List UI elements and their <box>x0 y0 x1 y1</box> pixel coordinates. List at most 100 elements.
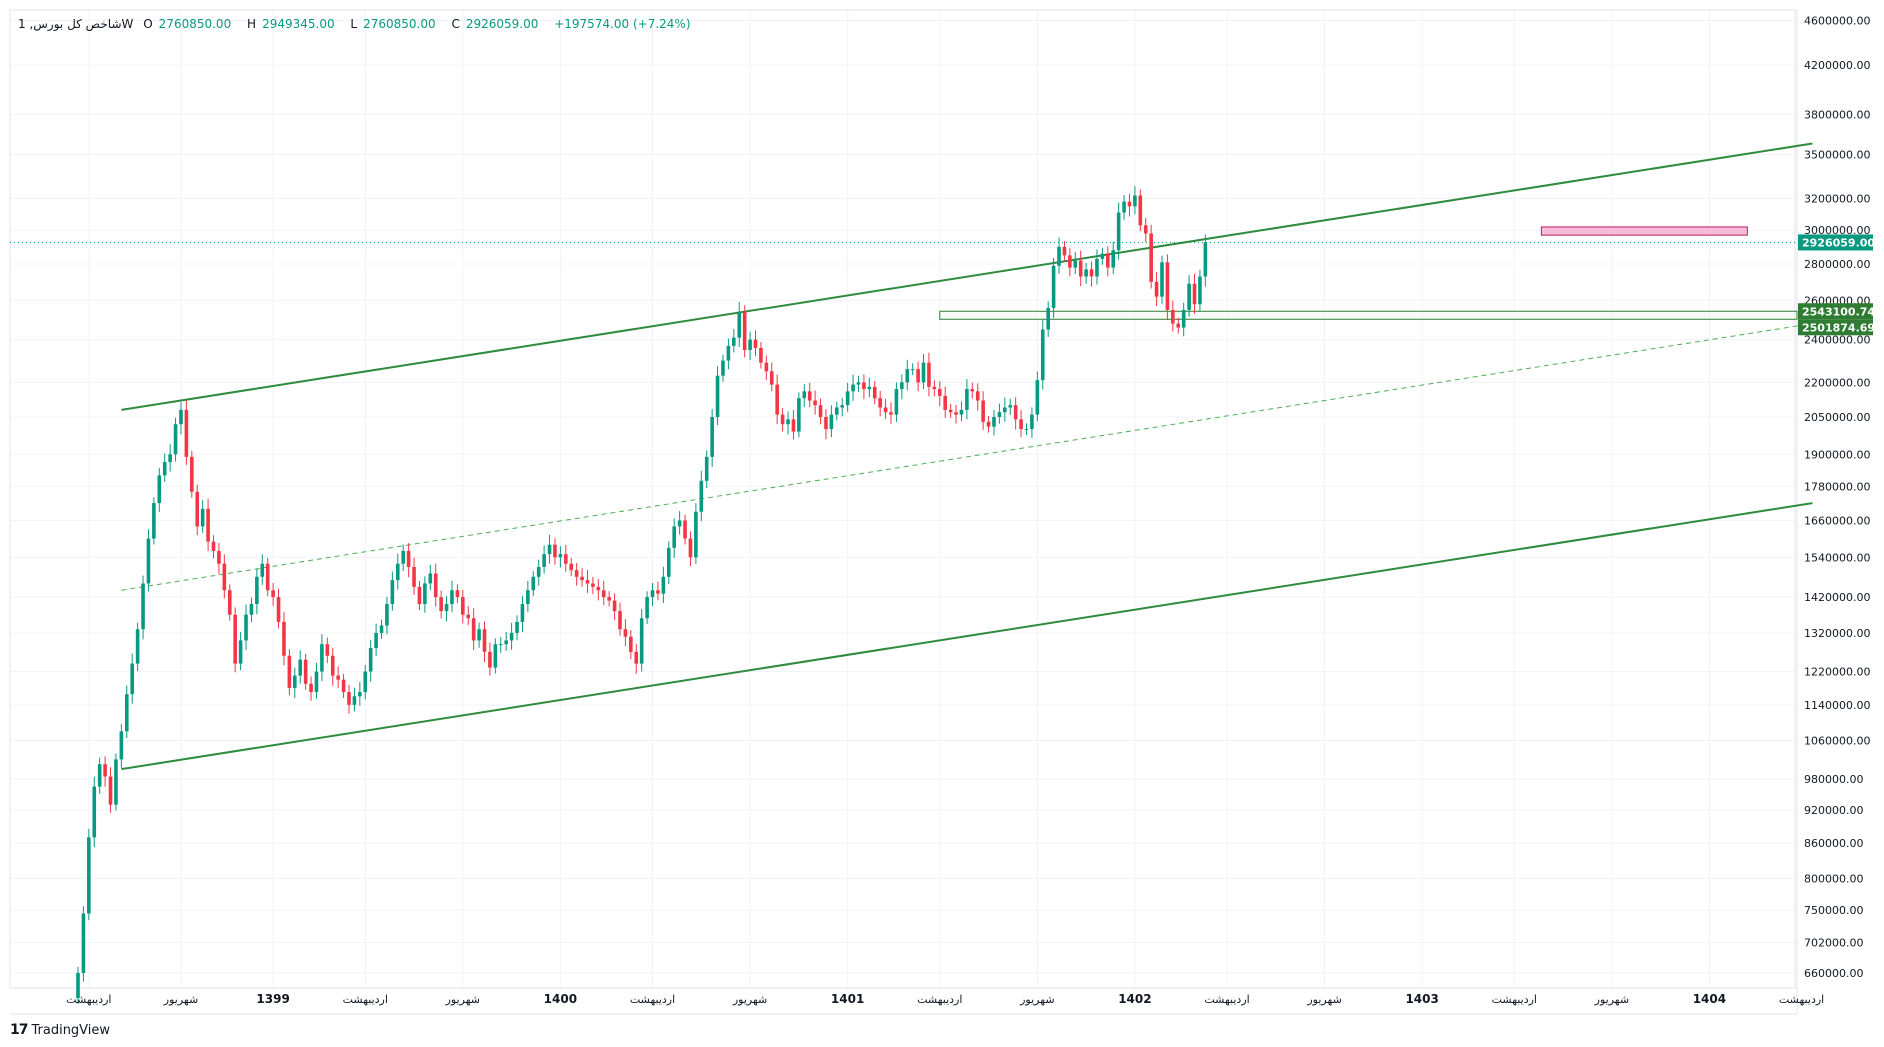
candle-body <box>1198 276 1202 305</box>
candle <box>157 468 162 512</box>
candle <box>878 390 882 417</box>
time-tick-label: شهریور <box>1019 993 1054 1006</box>
candle-body <box>959 409 964 415</box>
candle <box>395 553 400 590</box>
candle <box>493 638 498 674</box>
candle <box>835 401 839 421</box>
candle-body <box>564 554 568 564</box>
candle <box>108 767 113 813</box>
time-tick-label: اردیبهشت <box>630 993 675 1006</box>
candle <box>233 607 237 673</box>
candle-body <box>417 586 422 605</box>
candle-body <box>715 375 720 417</box>
candle-body <box>293 675 297 688</box>
candle-body <box>574 570 579 577</box>
candle-body <box>851 384 855 392</box>
candle <box>650 582 655 606</box>
candle <box>330 647 335 686</box>
tradingview-brand[interactable]: 17 TradingView <box>10 1022 110 1038</box>
candle-body <box>1078 260 1083 277</box>
current-price-label-bg <box>1798 234 1873 251</box>
candle <box>124 685 129 738</box>
candle-body <box>780 414 785 425</box>
candle <box>959 401 964 422</box>
candle <box>840 397 845 417</box>
candle <box>1106 246 1110 277</box>
candle <box>547 534 552 564</box>
candle <box>937 381 942 407</box>
candle-body <box>1100 253 1105 259</box>
candle <box>618 602 622 636</box>
candle-body <box>910 369 915 371</box>
candle-body <box>1073 260 1078 268</box>
time-tick-label: 1404 <box>1693 992 1726 1006</box>
candle <box>520 596 525 633</box>
candle-body <box>1024 429 1029 431</box>
time-tick-label: 1403 <box>1405 992 1438 1006</box>
candle-body <box>222 563 227 591</box>
candle <box>385 596 389 635</box>
candle <box>211 535 216 559</box>
candle-body <box>1089 269 1094 277</box>
candle-body <box>1203 242 1208 277</box>
candle <box>981 391 985 430</box>
candle <box>1127 193 1132 217</box>
candle-body <box>986 421 991 427</box>
candle-body <box>200 508 205 527</box>
candle-body <box>81 913 86 973</box>
candle <box>488 642 492 676</box>
candle <box>564 544 568 572</box>
candle-body <box>504 640 508 645</box>
candle-body <box>813 400 817 406</box>
candle <box>260 554 265 585</box>
candle <box>374 623 378 657</box>
candle <box>601 580 606 606</box>
candle <box>255 568 259 615</box>
candle <box>699 470 704 522</box>
candle-body <box>1106 253 1110 268</box>
candle <box>1181 302 1186 337</box>
candle-body <box>997 412 1002 417</box>
candle-body <box>721 360 725 376</box>
candle-body <box>623 629 628 637</box>
candle <box>179 401 183 435</box>
price-tick-label: 2050000.00 <box>1804 411 1870 424</box>
time-tick-label: شهریور <box>445 993 480 1006</box>
candle <box>455 584 460 604</box>
price-tick-label: 980000.00 <box>1804 773 1864 786</box>
candle-body <box>732 337 736 346</box>
plot-frame <box>9 9 1796 989</box>
candle-body <box>1030 414 1034 430</box>
candle <box>293 667 297 699</box>
candle-body <box>249 604 254 615</box>
candle-body <box>314 671 319 693</box>
candle-body <box>965 389 969 410</box>
candle-body <box>276 597 281 622</box>
candle <box>504 631 508 651</box>
candle <box>298 650 303 684</box>
candle-body <box>531 576 536 591</box>
candle-body <box>650 590 655 598</box>
candle-body <box>807 391 812 401</box>
candle-body <box>368 648 373 672</box>
candle-body <box>970 389 975 392</box>
price-tick-label: 2400000.00 <box>1804 334 1870 347</box>
candle-body <box>710 416 714 457</box>
candle-body <box>645 597 649 619</box>
candle <box>1143 218 1148 243</box>
candle-body <box>677 520 682 527</box>
candle-body <box>309 683 313 693</box>
candle-body <box>450 590 454 605</box>
candle <box>200 500 205 534</box>
candle <box>471 608 476 650</box>
candle <box>970 382 975 399</box>
candle-body <box>856 382 861 385</box>
candle <box>889 402 893 425</box>
candle-body <box>520 604 525 622</box>
candle-body <box>1111 250 1116 268</box>
time-tick-label: اردیبهشت <box>66 993 111 1006</box>
time-tick-label: اردیبهشت <box>1492 993 1537 1006</box>
candle <box>423 576 427 613</box>
candle-body <box>753 339 758 348</box>
